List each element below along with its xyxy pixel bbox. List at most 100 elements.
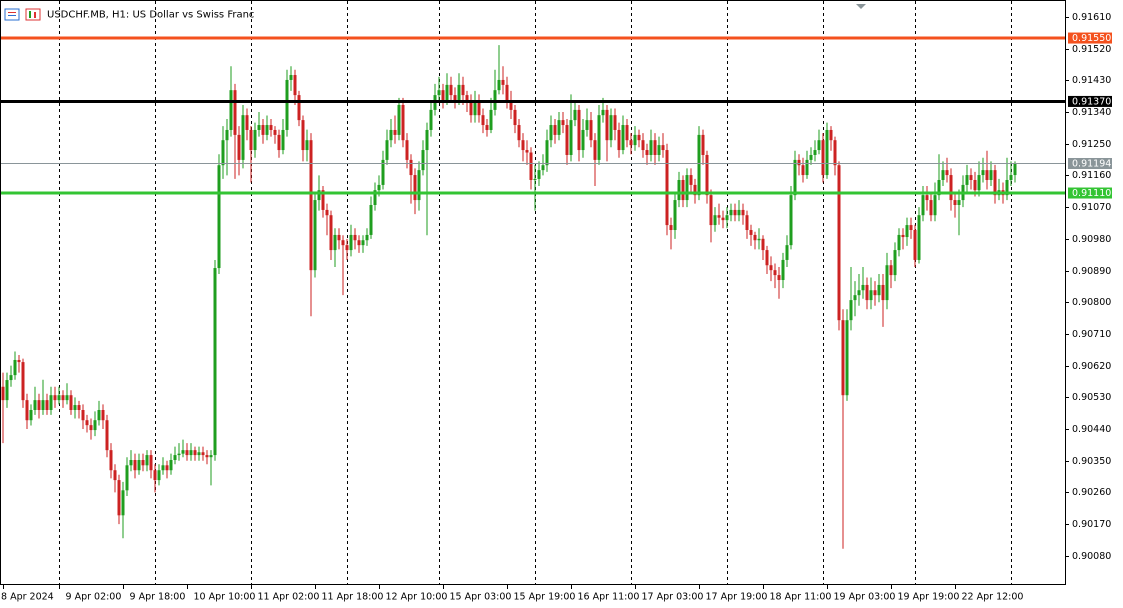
candle-body [521, 140, 525, 151]
x-tick-label: 11 Apr 02:00 [258, 592, 320, 603]
candle-body [969, 175, 973, 180]
candle-body [229, 90, 233, 130]
candle-body [261, 125, 265, 135]
candle-body [697, 134, 701, 196]
candle-body [225, 129, 229, 141]
candle-body [73, 405, 77, 410]
candle-body [45, 400, 49, 410]
candle-body [665, 150, 669, 226]
candle-body [561, 120, 565, 126]
candle-body [761, 238, 765, 251]
candle-body [841, 320, 845, 396]
candle-body [597, 115, 601, 160]
candle-body [873, 290, 877, 296]
candle-body [309, 140, 313, 271]
x-tick-label: 19 Apr 19:00 [898, 592, 960, 603]
candle-body [929, 200, 933, 216]
candle-body [645, 150, 649, 155]
y-tick-label: 0.90440 [1072, 424, 1111, 435]
candle-body [837, 165, 841, 321]
candle-body [469, 100, 473, 116]
candle-body [533, 178, 537, 180]
candle-body [185, 450, 189, 456]
candle-body [705, 154, 709, 196]
candle-body [161, 465, 165, 471]
candle-body [361, 240, 365, 246]
candle-body [897, 234, 901, 251]
candle-body [693, 184, 697, 196]
candle-body [461, 84, 465, 96]
candle-body [241, 115, 245, 160]
candle-body [473, 100, 477, 116]
x-tick-label: 15 Apr 03:00 [450, 592, 512, 603]
candle-body [129, 460, 133, 466]
candle-body [865, 284, 869, 301]
y-tick-label: 0.90170 [1072, 519, 1111, 530]
candle-body [769, 265, 773, 271]
candle-body [937, 179, 941, 196]
x-tick-label: 9 Apr 18:00 [130, 592, 186, 603]
x-tick-label: 8 Apr 2024 [1, 592, 54, 603]
candle-body [381, 159, 385, 185]
candle-body [237, 134, 241, 160]
candle-body [725, 215, 729, 221]
candle-body [289, 75, 293, 80]
candle-body [585, 120, 589, 130]
candle-body [957, 200, 961, 205]
candle-body [93, 420, 97, 431]
level-label: 0.91370 [1072, 96, 1111, 107]
y-tick-label: 0.91250 [1072, 139, 1111, 150]
y-tick-label: 0.91520 [1072, 44, 1111, 55]
candle-body [325, 209, 329, 216]
candle-body [145, 455, 149, 466]
candle-body [633, 134, 637, 146]
x-tick-label: 17 Apr 03:00 [642, 592, 704, 603]
plot-area [1, 1, 1065, 584]
level-label-bg [1068, 32, 1112, 44]
candle-body [313, 200, 317, 271]
candle-body [821, 140, 825, 176]
candle-body [1009, 175, 1013, 180]
candle-body [573, 109, 577, 121]
candle-body [65, 395, 69, 401]
candle-body [165, 465, 169, 471]
candle-body [81, 409, 85, 421]
candle-body [853, 295, 857, 301]
candle-body [833, 140, 837, 166]
candle-body [613, 115, 617, 130]
title-icons [4, 8, 41, 21]
candle-body [985, 170, 989, 180]
candle-body [217, 165, 221, 269]
candle-body [125, 465, 129, 491]
candle-body [953, 200, 957, 205]
candle-body [845, 320, 849, 396]
candle-body [861, 284, 865, 291]
level-label: 0.91550 [1072, 33, 1111, 44]
candle-body [593, 140, 597, 160]
candle-body [905, 225, 909, 238]
menu-icon [4, 8, 20, 21]
candle-body [549, 125, 553, 141]
y-tick-label: 0.90800 [1072, 297, 1111, 308]
candle-body [253, 129, 257, 151]
candle-body [149, 455, 153, 471]
candle-body [949, 175, 953, 201]
candle-body [445, 84, 449, 101]
candle-body [701, 134, 705, 155]
candle-body [413, 175, 417, 201]
candle-body [857, 290, 861, 296]
candle-body [53, 395, 57, 401]
candle-body [781, 259, 785, 281]
candle-body [481, 115, 485, 126]
candle-body [153, 470, 157, 481]
candle-body [25, 400, 29, 421]
candle-body [989, 170, 993, 180]
candle-body [209, 455, 213, 458]
candle-body [85, 420, 89, 426]
candle-body [673, 200, 677, 231]
candle-body [353, 234, 357, 241]
y-tick-label: 0.90260 [1072, 487, 1111, 498]
